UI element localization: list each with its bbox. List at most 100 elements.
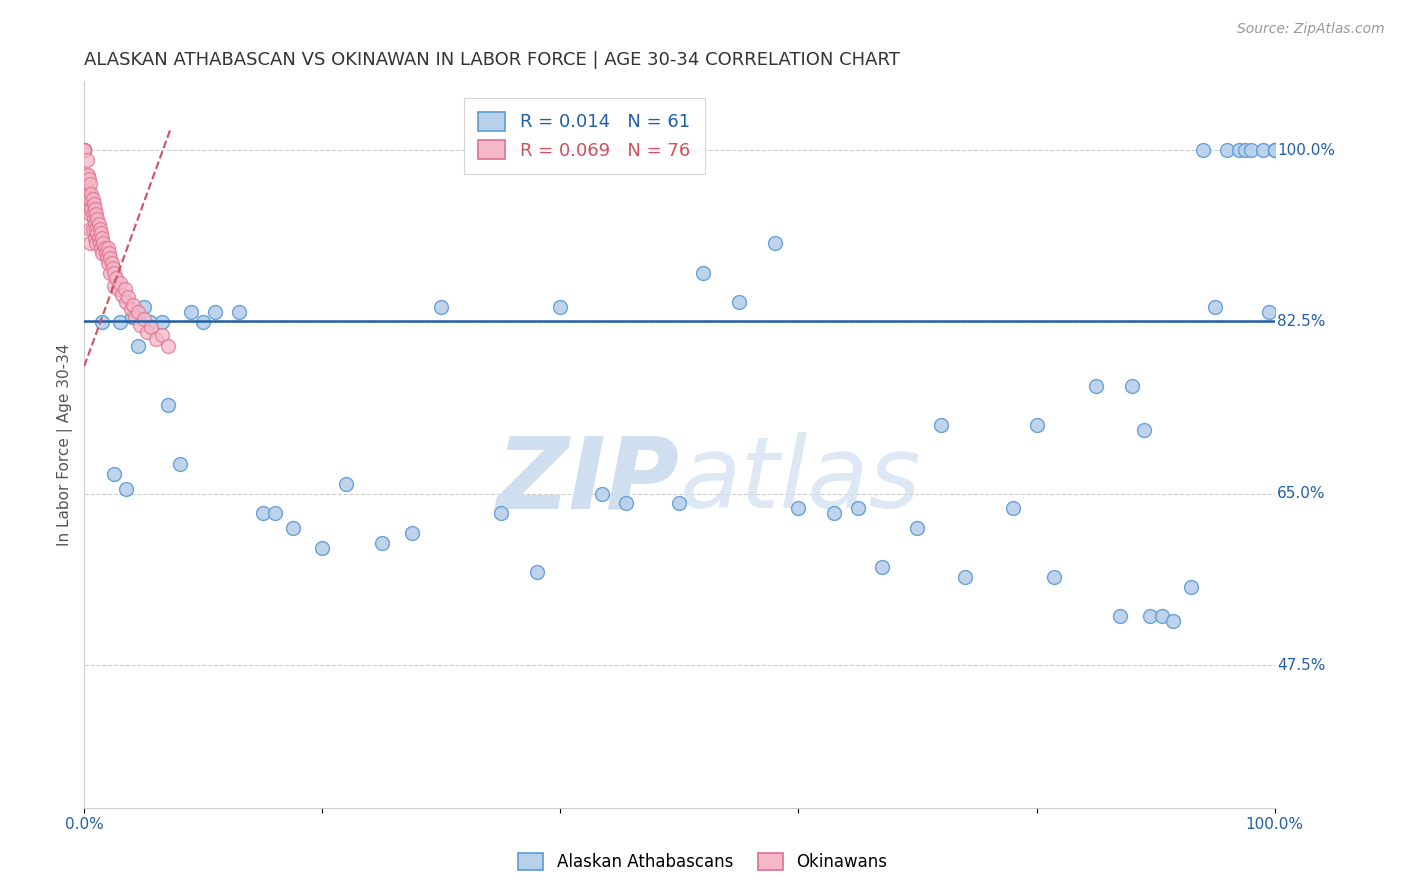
Point [79,192,101,206]
Point [132,300,155,314]
Point [156,339,179,353]
Point [91,315,114,329]
Point [77,202,100,216]
Point [107,282,129,296]
Point [122,298,145,312]
Point [91,231,114,245]
Point [73,143,96,157]
Point [1257,305,1279,319]
Point [846,501,869,516]
Point [97,256,120,270]
Text: ZIP: ZIP [496,433,679,529]
Point [139,319,162,334]
Point [150,327,173,342]
Point [1216,143,1239,157]
Point [953,570,976,584]
Point [145,331,167,345]
Point [76,153,98,167]
Point [76,168,98,182]
Point [103,278,125,293]
Point [124,310,146,324]
Point [84,202,107,216]
Point [108,315,131,329]
Point [84,231,107,245]
Point [1192,143,1215,157]
Point [1233,143,1256,157]
Point [79,236,101,251]
Point [115,295,138,310]
Point [76,168,98,182]
Point [1251,143,1274,157]
Point [73,143,96,157]
Point [1043,570,1066,584]
Point [401,525,423,540]
Point [111,288,134,302]
Point [83,211,105,226]
Point [132,311,155,326]
Text: 82.5%: 82.5% [1277,314,1326,329]
Legend: R = 0.014   N = 61, R = 0.069   N = 76: R = 0.014 N = 61, R = 0.069 N = 76 [464,97,704,174]
Point [89,236,111,251]
Point [76,182,98,196]
Legend: Alaskan Athabascans, Okinawans: Alaskan Athabascans, Okinawans [510,845,896,880]
Point [84,236,107,251]
Point [1025,417,1047,432]
Point [73,143,96,157]
Point [550,300,572,314]
Point [371,535,394,549]
Point [1139,609,1161,624]
Point [1150,609,1173,624]
Point [1240,143,1263,157]
Point [787,501,810,516]
Point [591,486,613,500]
Point [87,231,110,245]
Point [1180,580,1202,594]
Point [73,143,96,157]
Text: atlas: atlas [679,433,921,529]
Point [86,211,108,226]
Point [127,305,149,319]
Point [204,305,226,319]
Point [82,207,104,221]
Text: 47.5%: 47.5% [1277,658,1326,673]
Point [526,565,548,579]
Point [228,305,250,319]
Text: 100.0%: 100.0% [1277,143,1334,158]
Point [100,256,122,270]
Text: Source: ZipAtlas.com: Source: ZipAtlas.com [1237,22,1385,37]
Point [668,496,690,510]
Point [76,197,98,211]
Point [96,251,118,265]
Point [80,202,103,216]
Point [870,560,893,574]
Point [121,310,143,324]
Point [311,541,333,555]
Point [100,266,122,280]
Point [150,315,173,329]
Point [430,300,453,314]
Point [335,476,357,491]
Point [1132,423,1154,437]
Point [93,241,115,255]
Point [1264,143,1286,157]
Text: 65.0%: 65.0% [1277,486,1326,501]
Point [73,143,96,157]
Point [120,301,142,316]
Point [77,187,100,202]
Point [169,457,191,471]
Point [139,315,162,329]
Point [98,246,121,260]
Point [115,482,138,496]
Point [73,143,96,157]
Point [97,241,120,255]
Point [1163,614,1185,628]
Point [91,236,114,251]
Point [79,221,101,235]
Point [136,325,159,339]
Point [1204,300,1226,314]
Point [76,182,98,196]
Point [79,207,101,221]
Point [103,266,125,280]
Point [79,178,101,192]
Point [1001,501,1024,516]
